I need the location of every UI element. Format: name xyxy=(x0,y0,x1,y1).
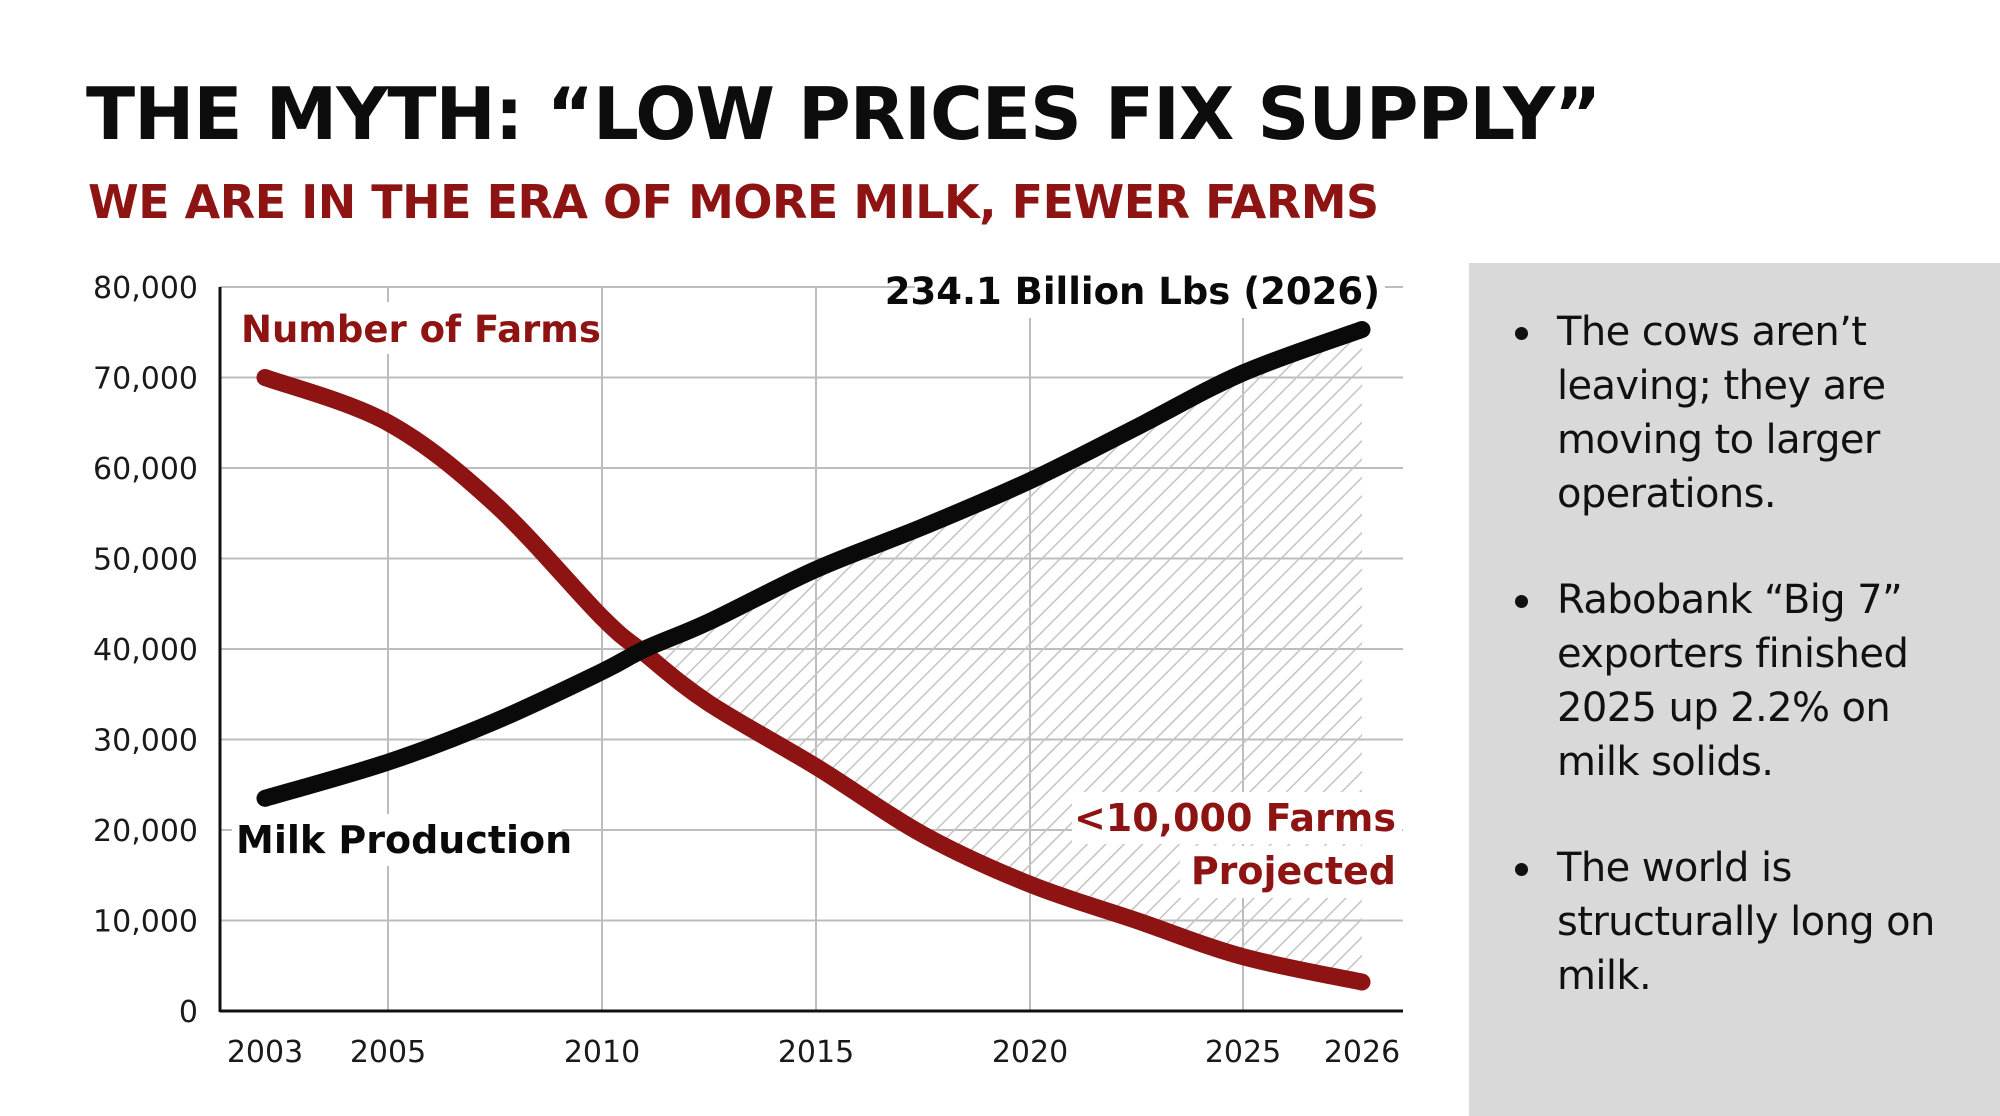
y-tick-label: 10,000 xyxy=(93,905,198,940)
takeaway-item: The cows aren’t leaving; they are moving… xyxy=(1515,305,1975,521)
x-tick-label: 2025 xyxy=(1205,1035,1281,1070)
y-tick-label: 50,000 xyxy=(93,543,198,578)
y-tick-label: 20,000 xyxy=(93,814,198,849)
line-chart: 0 10,000 20,000 30,000 40,000 50,000 60,000 70,… xyxy=(93,266,1403,1070)
slide-title: THE MYTH: “LOW PRICES FIX SUPPLY” xyxy=(86,72,1601,156)
takeaway-text: The cows aren’t leaving; they are moving… xyxy=(1557,309,1886,517)
takeaway-text: The world is structurally long on milk. xyxy=(1557,845,1935,999)
y-tick-label: 80,000 xyxy=(93,271,198,306)
bullet-icon xyxy=(1515,327,1528,340)
axes xyxy=(218,287,1403,1013)
milk-series-line xyxy=(256,321,1371,807)
bullet-icon xyxy=(1515,863,1528,876)
milk-label-bg xyxy=(232,814,562,866)
x-tick-label: 2026 xyxy=(1324,1035,1400,1070)
takeaway-item: Rabobank “Big 7” exporters finished 2025… xyxy=(1515,573,1975,789)
farms-projection-label-bg-1 xyxy=(1072,792,1402,844)
farms-projection-label-line2: Projected xyxy=(1191,849,1396,893)
takeaway-text: Rabobank “Big 7” exporters finished 2025… xyxy=(1557,577,1909,785)
x-tick-label: 2015 xyxy=(778,1035,854,1070)
x-tick-label: 2005 xyxy=(350,1035,426,1070)
takeaways-list: The cows aren’t leaving; they are moving… xyxy=(1515,305,1975,1055)
milk-endpoint-label-bg xyxy=(915,266,1385,318)
x-tick-label: 2010 xyxy=(564,1035,640,1070)
y-tick-label: 60,000 xyxy=(93,452,198,487)
x-tick-label: 2003 xyxy=(227,1035,303,1070)
farms-series-label: Number of Farms xyxy=(241,308,601,351)
x-axis-tick-labels: 2003 2005 2010 2015 2020 2025 2026 xyxy=(227,1035,1400,1070)
y-axis-tick-labels: 0 10,000 20,000 30,000 40,000 50,000 60,000 70,… xyxy=(93,271,198,1030)
slide-subtitle: WE ARE IN THE ERA OF MORE MILK, FEWER FA… xyxy=(88,175,1379,229)
y-tick-label: 0 xyxy=(179,995,198,1030)
milk-series-label: Milk Production xyxy=(236,818,572,862)
farms-label-bg xyxy=(236,302,596,354)
y-tick-label: 40,000 xyxy=(93,633,198,668)
bullet-icon xyxy=(1515,595,1528,608)
farms-projection-label-line1: <10,000 Farms xyxy=(1074,796,1396,840)
series-lines xyxy=(256,321,1371,991)
farms-projection-label-bg-2 xyxy=(1180,846,1402,898)
takeaway-item: The world is structurally long on milk. xyxy=(1515,841,1975,1003)
takeaways-panel: The cows aren’t leaving; they are moving… xyxy=(1469,263,2000,1116)
farms-series-line xyxy=(256,369,1371,991)
y-tick-label: 70,000 xyxy=(93,362,198,397)
milk-endpoint-label: 234.1 Billion Lbs (2026) xyxy=(885,270,1380,313)
y-tick-label: 30,000 xyxy=(93,724,198,759)
x-tick-label: 2020 xyxy=(992,1035,1068,1070)
